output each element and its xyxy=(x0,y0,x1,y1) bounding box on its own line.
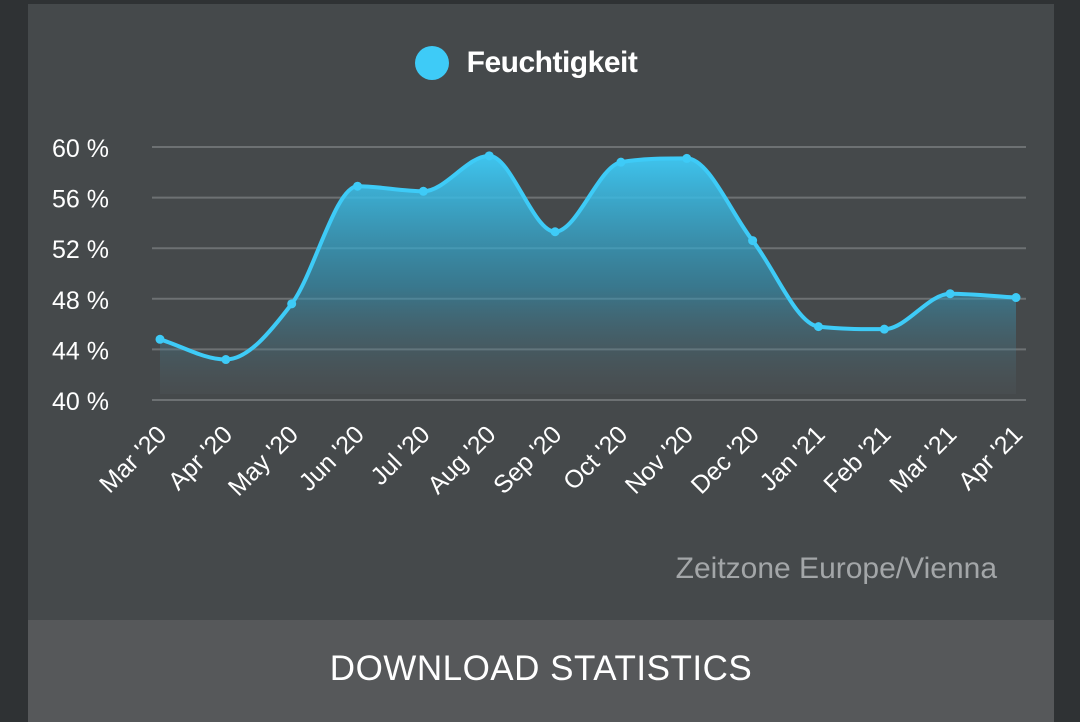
data-point[interactable] xyxy=(484,151,494,161)
y-tick-label: 60 % xyxy=(52,135,109,163)
data-point[interactable] xyxy=(287,299,297,309)
data-point[interactable] xyxy=(353,181,363,191)
x-tick-label: Oct '20 xyxy=(558,420,633,495)
legend-swatch xyxy=(414,46,449,80)
timezone-label: Zeitzone Europe/Vienna xyxy=(675,552,997,585)
y-tick-label: 48 % xyxy=(52,287,109,315)
x-tick-label: Mar '20 xyxy=(94,420,172,498)
data-point[interactable] xyxy=(221,355,231,365)
chart-legend[interactable]: Feuchtigkeit xyxy=(0,46,1080,80)
data-point[interactable] xyxy=(748,236,758,246)
download-statistics-button[interactable]: DOWNLOAD STATISTICS xyxy=(28,620,1054,722)
series-line xyxy=(159,153,1017,362)
data-point[interactable] xyxy=(682,153,692,163)
data-point[interactable] xyxy=(945,289,955,299)
x-tick-label: Aug '20 xyxy=(422,420,501,499)
y-tick-label: 44 % xyxy=(52,337,109,365)
data-point[interactable] xyxy=(550,227,560,237)
data-point[interactable] xyxy=(813,322,823,332)
data-points[interactable] xyxy=(155,151,1021,365)
y-tick-label: 40 % xyxy=(52,388,109,416)
data-point[interactable] xyxy=(155,334,165,344)
data-point[interactable] xyxy=(418,186,428,196)
series-area xyxy=(160,155,1016,394)
x-tick-label: Nov '20 xyxy=(620,420,699,499)
y-tick-label: 52 % xyxy=(52,236,109,264)
x-tick-label: Dec '20 xyxy=(686,420,765,499)
x-tick-label: Apr '21 xyxy=(953,420,1028,495)
x-tick-label: Feb '21 xyxy=(818,420,896,498)
data-point[interactable] xyxy=(616,157,626,167)
y-tick-label: 56 % xyxy=(52,186,109,214)
legend-label: Feuchtigkeit xyxy=(466,46,638,79)
x-tick-label: May '20 xyxy=(223,420,304,501)
download-statistics-label: DOWNLOAD STATISTICS xyxy=(329,649,753,688)
x-tick-label: Mar '21 xyxy=(884,420,962,498)
data-point[interactable] xyxy=(879,324,889,334)
x-tick-label: Jun '20 xyxy=(294,420,370,496)
x-tick-label: Jan '21 xyxy=(754,420,830,496)
y-axis-ticks: 60 % 56 % 52 % 48 % 44 % 40 % xyxy=(52,135,109,416)
x-tick-label: Sep '20 xyxy=(488,420,567,499)
data-point[interactable] xyxy=(1011,293,1021,303)
